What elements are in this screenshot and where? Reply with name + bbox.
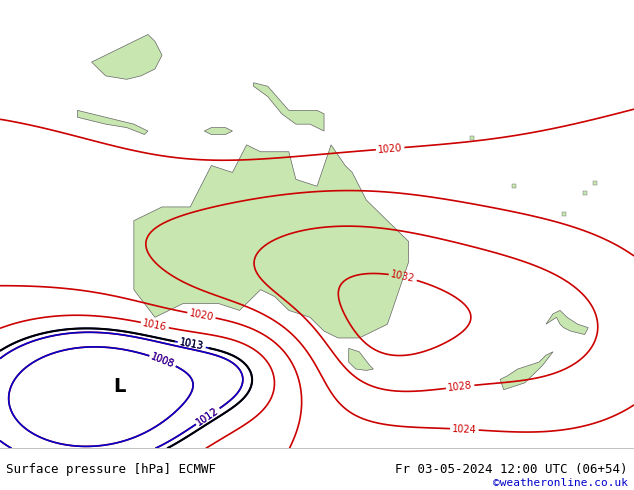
Text: 1028: 1028	[448, 380, 473, 393]
Text: 1013: 1013	[179, 338, 205, 352]
Polygon shape	[349, 348, 373, 370]
Text: 1016: 1016	[142, 318, 168, 332]
Text: 1008: 1008	[150, 351, 176, 369]
Polygon shape	[91, 34, 162, 79]
Text: Fr 03-05-2024 12:00 UTC (06+54): Fr 03-05-2024 12:00 UTC (06+54)	[395, 463, 628, 476]
Text: 1024: 1024	[452, 424, 477, 435]
Text: Surface pressure [hPa] ECMWF: Surface pressure [hPa] ECMWF	[6, 463, 216, 476]
Polygon shape	[77, 110, 148, 134]
Text: 1012: 1012	[195, 405, 221, 427]
Polygon shape	[204, 127, 233, 134]
Text: 1008: 1008	[150, 351, 176, 369]
Text: 1013: 1013	[179, 338, 205, 352]
Polygon shape	[254, 83, 324, 131]
Polygon shape	[546, 310, 588, 335]
Text: 1020: 1020	[188, 308, 214, 322]
Text: 1032: 1032	[390, 270, 416, 284]
Text: 1020: 1020	[377, 143, 403, 154]
Text: ©weatheronline.co.uk: ©weatheronline.co.uk	[493, 478, 628, 488]
Polygon shape	[500, 352, 553, 390]
Text: 1012: 1012	[195, 405, 221, 427]
Polygon shape	[134, 145, 408, 338]
Text: L: L	[113, 377, 126, 396]
